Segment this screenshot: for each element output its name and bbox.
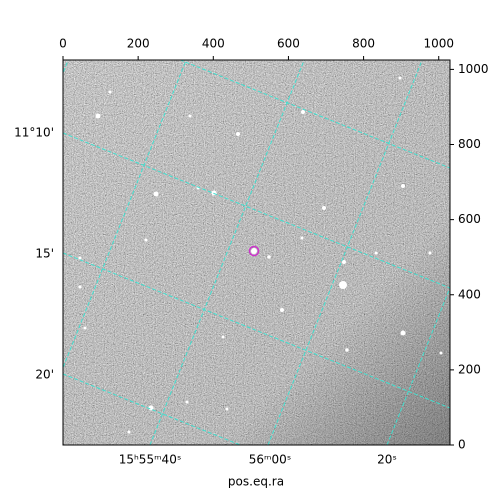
coordinate-grid (63, 60, 450, 445)
x-tick-label: 400 (202, 37, 225, 51)
x-tick-label: 1000 (423, 37, 454, 51)
y-tick-label: 400 (458, 287, 481, 301)
dec-tick-label: 11°10' (14, 126, 54, 140)
ra-tick-label: 20ˢ (377, 453, 397, 467)
ra-grid-line (386, 286, 450, 445)
y-tick-label: 200 (458, 362, 481, 376)
ra-grid-line (149, 60, 305, 445)
y-tick-label: 0 (458, 438, 466, 452)
y-tick-label: 600 (458, 212, 481, 226)
ra-tick-label: 56ᵐ00ˢ (249, 453, 292, 467)
image (63, 60, 450, 445)
x-axis-label: pos.eq.ra (228, 475, 284, 489)
ra-tick-label: 15ʰ55ᵐ40ˢ (119, 453, 182, 467)
target-marker (248, 245, 260, 257)
target-star (251, 248, 257, 254)
ra-grid-line (267, 60, 423, 445)
frame (62, 59, 451, 446)
x-tick-label: 800 (352, 37, 375, 51)
dec-grid-line (63, 373, 242, 445)
y-tick-label: 1000 (458, 62, 489, 76)
x-tick-label: 0 (59, 37, 67, 51)
x-tick-label: 600 (277, 37, 300, 51)
dec-tick-label: 15' (35, 247, 54, 261)
x-tick-label: 200 (127, 37, 150, 51)
dec-grid-line (63, 132, 450, 289)
dec-grid-line (63, 252, 450, 409)
dec-tick-label: 20' (35, 368, 54, 382)
y-tick-label: 800 (458, 137, 481, 151)
